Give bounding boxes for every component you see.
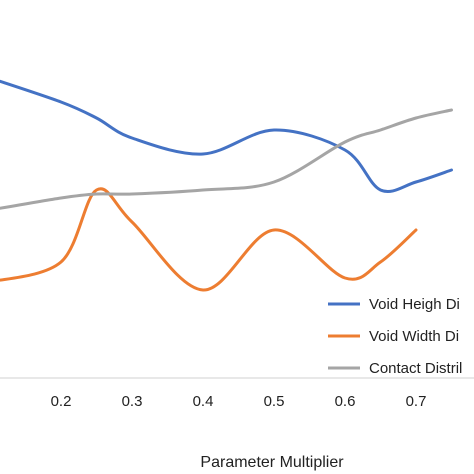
legend-label: Contact Distril xyxy=(369,360,462,377)
series-line-2 xyxy=(0,187,418,292)
series-line-1 xyxy=(0,79,453,193)
series-lines xyxy=(0,79,453,292)
legend-label: Void Heigh Di xyxy=(369,296,460,313)
x-tick-label: 0.4 xyxy=(193,393,214,410)
x-axis-title: Parameter Multiplier xyxy=(200,454,344,471)
legend: Void Heigh Di Void Width Di Contact Distri… xyxy=(328,296,462,377)
x-tick-label: 0.5 xyxy=(264,393,285,410)
x-tick-label: 0.3 xyxy=(122,393,143,410)
x-tick-labels: 0.2 0.3 0.4 0.5 0.6 0.7 xyxy=(51,393,427,410)
series-line-3 xyxy=(0,108,453,210)
legend-label: Void Width Di xyxy=(369,328,459,345)
x-tick-label: 0.6 xyxy=(335,393,356,410)
x-tick-label: 0.7 xyxy=(406,393,427,410)
x-tick-label: 0.2 xyxy=(51,393,72,410)
